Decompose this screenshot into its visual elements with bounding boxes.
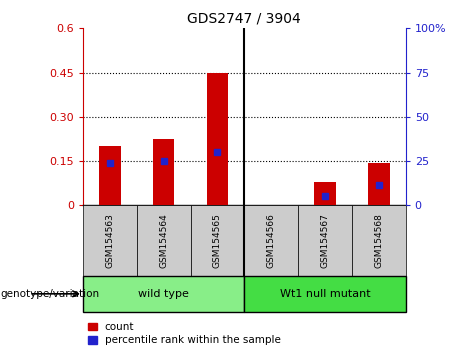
Bar	[137, 205, 190, 276]
Bar	[83, 205, 137, 276]
Text: GSM154565: GSM154565	[213, 213, 222, 268]
Bar	[83, 276, 244, 312]
Bar	[352, 205, 406, 276]
Text: GSM154563: GSM154563	[106, 213, 114, 268]
Bar	[244, 205, 298, 276]
Text: GSM154568: GSM154568	[374, 213, 383, 268]
Bar	[190, 205, 244, 276]
Bar	[207, 73, 228, 205]
Bar	[368, 162, 390, 205]
Bar	[298, 205, 352, 276]
Text: GSM154566: GSM154566	[267, 213, 276, 268]
Title: GDS2747 / 3904: GDS2747 / 3904	[188, 12, 301, 26]
Bar	[99, 146, 121, 205]
Bar	[244, 276, 406, 312]
Bar	[153, 139, 174, 205]
Legend: count, percentile rank within the sample: count, percentile rank within the sample	[88, 322, 281, 345]
Text: wild type: wild type	[138, 289, 189, 299]
Text: genotype/variation: genotype/variation	[0, 289, 99, 299]
Text: GSM154564: GSM154564	[159, 213, 168, 268]
Text: GSM154567: GSM154567	[320, 213, 330, 268]
Text: Wt1 null mutant: Wt1 null mutant	[280, 289, 370, 299]
Bar	[314, 182, 336, 205]
